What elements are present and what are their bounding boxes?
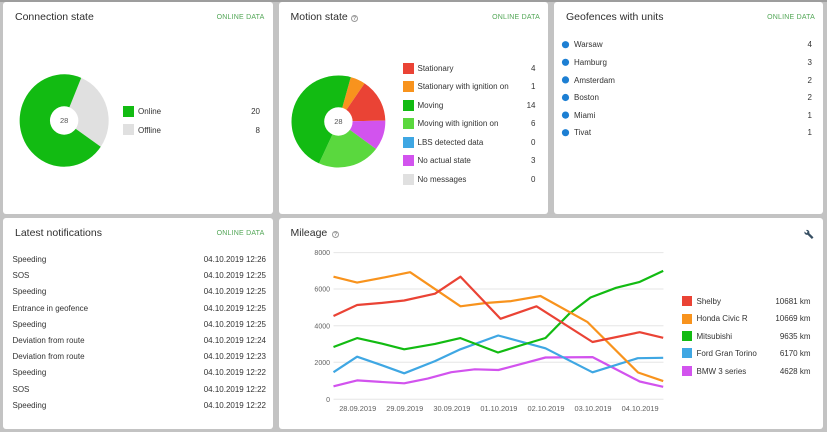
svg-text:0: 0 <box>326 397 330 404</box>
svg-text:01.10.2019: 01.10.2019 <box>480 404 517 413</box>
svg-text:6000: 6000 <box>314 287 330 294</box>
svg-text:04.10.2019: 04.10.2019 <box>621 404 658 413</box>
svg-text:28.09.2019: 28.09.2019 <box>339 404 376 413</box>
svg-text:2000: 2000 <box>314 360 330 367</box>
svg-text:30.09.2019: 30.09.2019 <box>433 404 470 413</box>
svg-text:29.09.2019: 29.09.2019 <box>386 404 423 413</box>
svg-text:02.10.2019: 02.10.2019 <box>527 404 564 413</box>
svg-text:28: 28 <box>60 116 68 125</box>
svg-text:8000: 8000 <box>314 250 330 257</box>
svg-text:4000: 4000 <box>314 323 330 330</box>
svg-text:28: 28 <box>334 117 342 126</box>
svg-text:03.10.2019: 03.10.2019 <box>574 404 611 413</box>
